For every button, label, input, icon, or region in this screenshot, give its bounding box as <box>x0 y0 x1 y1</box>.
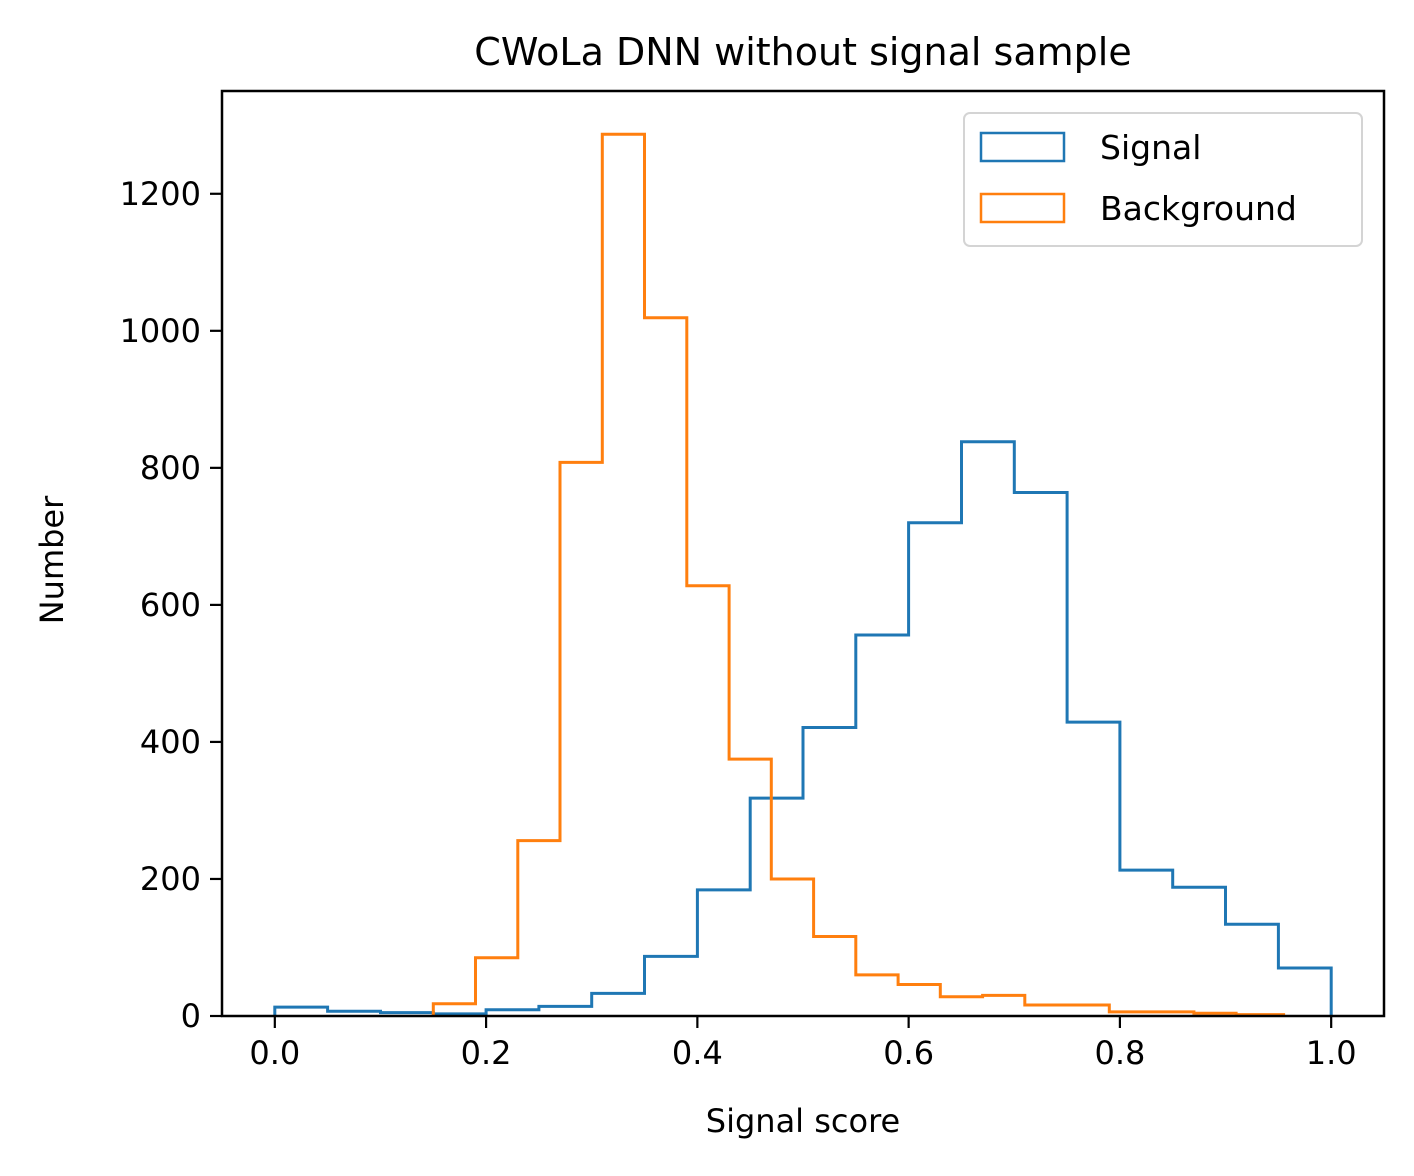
y-tick-label: 1000 <box>120 312 201 350</box>
chart-title: CWoLa DNN without signal sample <box>474 30 1131 74</box>
y-tick-label: 200 <box>140 860 201 898</box>
y-tick-label: 0 <box>181 997 201 1035</box>
x-tick-label: 0.2 <box>461 1034 512 1072</box>
x-axis-label: Signal score <box>706 1102 900 1140</box>
legend-label-signal: Signal <box>1100 128 1201 167</box>
x-axis-ticks: 0.0 0.2 0.4 0.6 0.8 1.0 <box>249 1016 1357 1072</box>
legend: Signal Background <box>963 112 1363 247</box>
y-tick-label: 600 <box>140 586 201 624</box>
x-tick-label: 0.4 <box>672 1034 723 1072</box>
y-tick-label: 800 <box>140 449 201 487</box>
y-tick-label: 400 <box>140 723 201 761</box>
legend-swatch-signal <box>979 131 1066 163</box>
x-tick-label: 0.8 <box>1094 1034 1145 1072</box>
x-tick-label: 0.6 <box>883 1034 934 1072</box>
x-tick-label: 1.0 <box>1306 1034 1357 1072</box>
histogram-series-background <box>431 132 1286 1017</box>
histogram-series-signal <box>273 440 1333 1016</box>
plot-frame <box>220 89 1386 1018</box>
histogram-series-layer <box>273 132 1333 1017</box>
legend-swatch-background <box>979 192 1066 224</box>
y-axis-label: Number <box>33 495 71 624</box>
y-tick-label: 1200 <box>120 175 201 213</box>
y-axis-ticks: 0 200 400 600 800 1000 1200 <box>120 175 222 1035</box>
x-tick-label: 0.0 <box>249 1034 300 1072</box>
legend-label-background: Background <box>1100 189 1297 228</box>
